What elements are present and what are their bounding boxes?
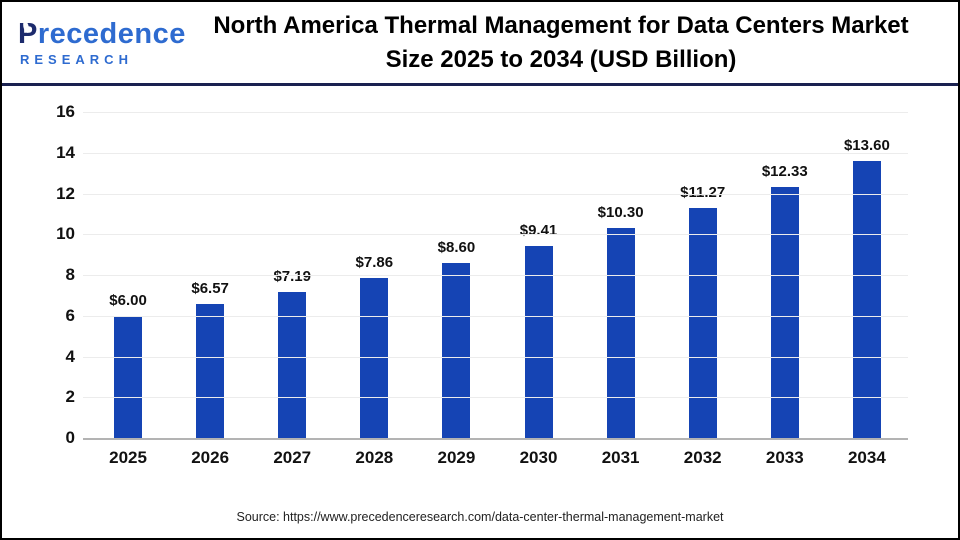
bar-column: $6.00 bbox=[87, 292, 169, 438]
bar-column: $6.57 bbox=[169, 280, 251, 438]
x-tick-label: 2033 bbox=[765, 448, 804, 467]
bar bbox=[442, 262, 471, 438]
bar-value-label: $13.60 bbox=[843, 136, 890, 154]
y-tick-label: 2 bbox=[65, 387, 75, 407]
bar bbox=[114, 315, 143, 438]
y-tick-label: 4 bbox=[65, 346, 75, 366]
bar-value-label: $7.19 bbox=[273, 267, 311, 285]
x-tick-label: 2026 bbox=[191, 448, 230, 467]
x-axis: 2025 2026 2027 2028 2029 2030 2031 2032 2033 2034 bbox=[87, 448, 908, 468]
x-tick-label: 2032 bbox=[683, 448, 722, 467]
x-tick-label: 2030 bbox=[519, 448, 558, 467]
page-title: North America Thermal Management for Dat… bbox=[198, 9, 948, 76]
bar bbox=[852, 160, 881, 438]
x-tick-label: 2031 bbox=[601, 448, 640, 467]
y-tick-label: 8 bbox=[65, 265, 75, 284]
bar-column: $13.60 bbox=[826, 137, 908, 438]
bar-value-label: $11.27 bbox=[680, 184, 726, 202]
x-tick-label: 2027 bbox=[273, 448, 312, 467]
y-tick-label: 16 bbox=[56, 102, 75, 121]
title-line-2: Size 2025 to 2034 (USD Billion) bbox=[385, 45, 737, 73]
gridline bbox=[83, 112, 908, 113]
x-tick-label: 2034 bbox=[847, 448, 886, 467]
x-tick-label: 2029 bbox=[437, 448, 476, 467]
bar-column: $8.60 bbox=[415, 239, 497, 438]
bar-column: $10.30 bbox=[580, 204, 662, 438]
bar-value-label: $12.33 bbox=[761, 162, 808, 180]
gridline bbox=[83, 438, 908, 440]
gridline bbox=[83, 315, 908, 317]
bar-value-label: $9.41 bbox=[519, 222, 558, 240]
bar-value-label: $10.30 bbox=[597, 204, 644, 222]
y-tick-label: 12 bbox=[56, 183, 75, 203]
gridline bbox=[83, 275, 908, 276]
plot-area: $6.00 $6.57 $7.19 $7.86 $8.60 $9.41 $10.30 $11.… bbox=[56, 102, 908, 447]
bar-column: $7.19 bbox=[251, 268, 333, 438]
bar bbox=[196, 304, 225, 438]
bar-value-label: $6.00 bbox=[109, 291, 147, 309]
y-tick-label: 10 bbox=[56, 224, 75, 244]
bar bbox=[360, 277, 389, 438]
gridline bbox=[83, 152, 908, 154]
gridline bbox=[83, 234, 908, 236]
bar-value-label: $6.57 bbox=[191, 280, 229, 298]
x-tick-label: 2025 bbox=[109, 448, 147, 467]
bar bbox=[606, 228, 635, 438]
bar-column: $11.27 bbox=[662, 184, 744, 438]
bar bbox=[278, 291, 307, 438]
gridline bbox=[83, 193, 908, 195]
bar-value-label: $8.60 bbox=[437, 238, 476, 256]
chart-region: $6.00 $6.57 $7.19 $7.86 $8.60 $9.41 $10.30 $11.… bbox=[2, 86, 958, 468]
bar-column: $12.33 bbox=[744, 163, 826, 438]
y-tick-label: 6 bbox=[65, 305, 75, 325]
y-tick-label: 0 bbox=[65, 428, 75, 447]
source-attribution: Source: https://www.precedenceresearch.c… bbox=[236, 510, 724, 524]
logo-subtitle: RESEARCH bbox=[20, 51, 133, 67]
bar-value-label: $7.86 bbox=[355, 253, 394, 271]
gridline bbox=[83, 397, 908, 399]
title-line-1: North America Thermal Management for Dat… bbox=[213, 11, 909, 39]
bar-column: $7.86 bbox=[333, 254, 415, 438]
x-tick-label: 2028 bbox=[355, 448, 394, 467]
y-tick-label: 14 bbox=[56, 142, 75, 162]
bar bbox=[688, 208, 717, 438]
bar-column: $9.41 bbox=[497, 222, 579, 438]
bar bbox=[770, 186, 799, 438]
logo-letter-p: P bbox=[18, 17, 38, 50]
bar bbox=[524, 246, 553, 438]
gridline bbox=[83, 356, 908, 358]
